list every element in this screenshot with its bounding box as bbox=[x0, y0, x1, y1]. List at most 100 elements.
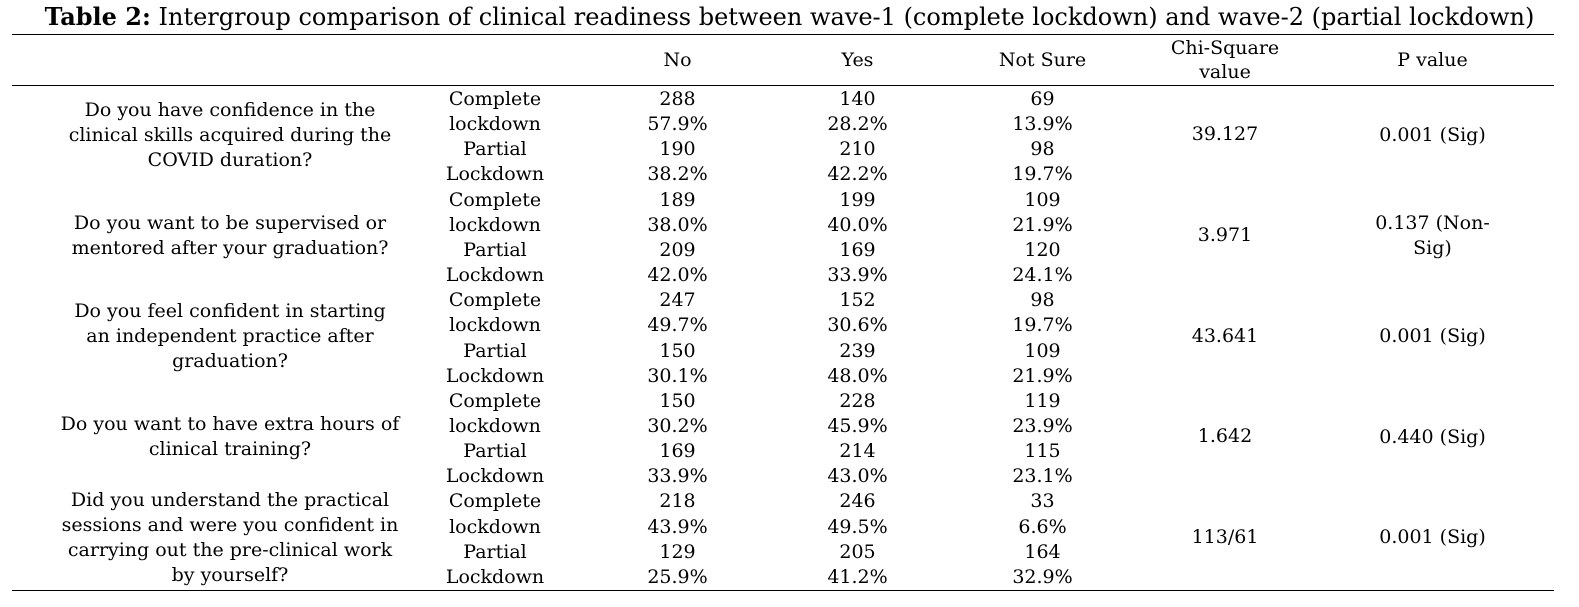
yes-value: 228 bbox=[839, 389, 876, 412]
chi-square-value: 43.641 bbox=[1191, 324, 1259, 347]
group-label: Partial bbox=[463, 238, 527, 261]
group-label: lockdown bbox=[449, 213, 541, 236]
header-yes: Yes bbox=[841, 49, 874, 71]
no-value: 169 bbox=[659, 440, 696, 463]
p-value: 0.440 (Sig) bbox=[1379, 425, 1486, 448]
yes-value: 45.9% bbox=[827, 414, 888, 437]
yes-value: 169 bbox=[839, 238, 876, 261]
no-value: 43.9% bbox=[647, 515, 708, 538]
group-label: Complete bbox=[448, 289, 542, 312]
group-label: Partial bbox=[463, 138, 527, 161]
p-value: 0.001 (Sig) bbox=[1379, 325, 1486, 347]
yes-value: 28.2% bbox=[827, 113, 888, 136]
p-value: 0.137 (Non-Sig) bbox=[1375, 211, 1490, 259]
group-label: Lockdown bbox=[445, 364, 545, 387]
no-value: 288 bbox=[659, 88, 696, 110]
not-sure-value: 23.1% bbox=[1012, 465, 1073, 488]
yes-value: 140 bbox=[839, 88, 876, 110]
not-sure-value: 98 bbox=[1030, 138, 1055, 161]
top-rule bbox=[12, 34, 1554, 35]
yes-value: 30.6% bbox=[827, 314, 888, 337]
yes-value: 42.2% bbox=[827, 163, 888, 186]
header-no: No bbox=[663, 49, 692, 71]
caption-text: Intergroup comparison of clinical readin… bbox=[158, 3, 1535, 31]
not-sure-value: 109 bbox=[1024, 188, 1061, 211]
no-value: 42.0% bbox=[647, 264, 708, 287]
not-sure-value: 24.1% bbox=[1012, 264, 1073, 287]
group-label: lockdown bbox=[449, 515, 541, 538]
group-label: Complete bbox=[448, 188, 542, 211]
no-value: 49.7% bbox=[647, 314, 708, 337]
header-p-value: P value bbox=[1397, 49, 1468, 71]
not-sure-value: 21.9% bbox=[1012, 364, 1073, 387]
not-sure-value: 33 bbox=[1030, 490, 1055, 513]
yes-value: 49.5% bbox=[827, 515, 888, 538]
yes-value: 205 bbox=[839, 540, 876, 563]
chi-square-value: 1.642 bbox=[1197, 425, 1253, 448]
no-value: 25.9% bbox=[647, 565, 708, 588]
not-sure-value: 98 bbox=[1030, 289, 1055, 312]
yes-value: 214 bbox=[839, 440, 876, 463]
yes-value: 43.0% bbox=[827, 465, 888, 488]
no-value: 209 bbox=[659, 238, 696, 261]
no-value: 33.9% bbox=[647, 465, 708, 488]
not-sure-value: 23.9% bbox=[1012, 414, 1073, 437]
no-value: 190 bbox=[659, 138, 696, 161]
chi-square-value: 39.127 bbox=[1191, 123, 1259, 146]
header-not-sure: Not Sure bbox=[998, 49, 1087, 71]
yes-value: 239 bbox=[839, 339, 876, 362]
no-value: 57.9% bbox=[647, 113, 708, 136]
group-label: Partial bbox=[463, 540, 527, 563]
group-label: Partial bbox=[463, 440, 527, 463]
not-sure-value: 13.9% bbox=[1012, 113, 1073, 136]
no-value: 129 bbox=[659, 540, 696, 563]
not-sure-value: 115 bbox=[1024, 440, 1061, 463]
yes-value: 41.2% bbox=[827, 565, 888, 588]
chi-square-value: 113/61 bbox=[1191, 525, 1259, 548]
yes-value: 210 bbox=[839, 138, 876, 161]
yes-value: 48.0% bbox=[827, 364, 888, 387]
group-label: Lockdown bbox=[445, 565, 545, 588]
no-value: 150 bbox=[659, 339, 696, 362]
p-value: 0.001 (Sig) bbox=[1379, 123, 1486, 146]
bottom-rule bbox=[12, 590, 1554, 591]
no-value: 189 bbox=[659, 188, 696, 211]
group-label: Complete bbox=[448, 88, 542, 110]
not-sure-value: 32.9% bbox=[1012, 565, 1073, 588]
not-sure-value: 21.9% bbox=[1012, 213, 1073, 236]
not-sure-value: 19.7% bbox=[1012, 163, 1073, 186]
not-sure-value: 109 bbox=[1024, 339, 1061, 362]
header-rule bbox=[12, 85, 1554, 86]
no-value: 38.0% bbox=[647, 213, 708, 236]
header-chi-square: Chi-Square value bbox=[1170, 37, 1280, 83]
group-label: lockdown bbox=[449, 314, 541, 337]
no-value: 218 bbox=[659, 490, 696, 513]
group-label: lockdown bbox=[449, 414, 541, 437]
no-value: 30.2% bbox=[647, 414, 708, 437]
no-value: 38.2% bbox=[647, 163, 708, 186]
group-label: Lockdown bbox=[445, 465, 545, 488]
group-label: Lockdown bbox=[445, 163, 545, 186]
no-value: 247 bbox=[659, 289, 696, 312]
no-value: 150 bbox=[659, 389, 696, 412]
group-label: Partial bbox=[463, 339, 527, 362]
not-sure-value: 6.6% bbox=[1018, 515, 1067, 538]
question-text: Do you have confidence in the clinical s… bbox=[68, 98, 392, 171]
yes-value: 199 bbox=[839, 188, 876, 211]
yes-value: 152 bbox=[839, 289, 876, 312]
not-sure-value: 164 bbox=[1024, 540, 1061, 563]
question-text: Do you want to have extra hours of clini… bbox=[60, 413, 400, 461]
not-sure-value: 19.7% bbox=[1012, 314, 1073, 337]
question-text: Do you feel confident in starting an ind… bbox=[74, 300, 386, 372]
p-value: 0.001 (Sig) bbox=[1379, 526, 1486, 549]
question-text: Did you understand the practical session… bbox=[61, 488, 399, 586]
no-value: 30.1% bbox=[647, 364, 708, 387]
yes-value: 33.9% bbox=[827, 264, 888, 287]
not-sure-value: 120 bbox=[1024, 238, 1061, 261]
group-label: lockdown bbox=[449, 113, 541, 136]
not-sure-value: 119 bbox=[1024, 389, 1061, 412]
yes-value: 40.0% bbox=[827, 213, 888, 236]
table-caption: Table 2: Intergroup comparison of clinic… bbox=[0, 2, 1579, 32]
not-sure-value: 69 bbox=[1030, 88, 1055, 110]
group-label: Complete bbox=[448, 389, 542, 412]
